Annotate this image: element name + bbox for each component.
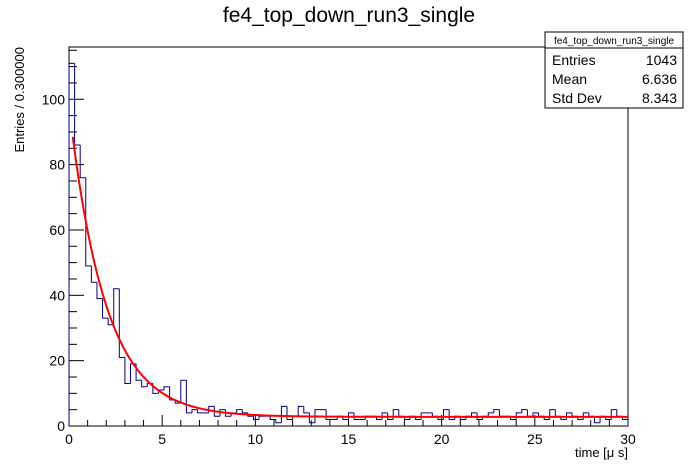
stats-entries-label: Entries xyxy=(552,52,596,68)
histogram-bin xyxy=(163,386,170,391)
fit-curve-group xyxy=(71,136,628,418)
histogram-bin xyxy=(141,380,148,388)
y-tick-label: 0 xyxy=(57,418,65,434)
stats-stddev-value: 8.343 xyxy=(642,90,677,106)
histogram-bin xyxy=(241,409,248,414)
histogram-bin xyxy=(197,409,204,414)
x-tick-label: 0 xyxy=(65,431,73,447)
stats-box: fe4_top_down_run3_single Entries 1043 Me… xyxy=(544,31,684,109)
histogram-bin xyxy=(353,412,360,420)
histogram-bin xyxy=(236,409,243,413)
x-tick-label: 15 xyxy=(341,431,357,447)
y-axis: 0 20 40 60 80 100 xyxy=(42,49,84,434)
histogram-bin xyxy=(185,380,192,414)
histogram-bin xyxy=(124,357,131,385)
histogram-bin xyxy=(593,416,601,424)
stats-mean-label: Mean xyxy=(552,71,587,87)
histogram-bin xyxy=(303,406,310,414)
y-tick-label: 20 xyxy=(49,353,65,369)
x-axis-label: time [μ s] xyxy=(575,445,628,460)
histogram-bin xyxy=(118,288,125,358)
histogram-bin xyxy=(90,265,97,283)
x-tick-label: 10 xyxy=(248,431,264,447)
x-tick-label: 30 xyxy=(620,431,636,447)
histogram-bin xyxy=(487,412,494,417)
y-axis-label: Entries / 0.300000 xyxy=(12,47,27,153)
histogram-bin xyxy=(286,406,293,420)
x-tick-label: 25 xyxy=(527,431,543,447)
histogram-bin xyxy=(521,409,528,413)
stats-stddev-label: Std Dev xyxy=(552,90,602,106)
stats-box-name: fe4_top_down_run3_single xyxy=(554,36,675,47)
histogram-bin xyxy=(297,405,304,417)
histogram-bin xyxy=(85,177,92,267)
histogram-bin xyxy=(448,409,455,420)
histogram-bin xyxy=(476,412,483,420)
histogram-bin xyxy=(325,409,332,420)
histogram-bin xyxy=(269,416,276,420)
histogram-bin xyxy=(96,282,103,300)
histogram-bin xyxy=(191,409,198,413)
histogram-bin xyxy=(252,416,260,420)
stats-box-frame xyxy=(544,31,684,109)
histogram-bin xyxy=(113,288,120,325)
stats-entries-value: 1043 xyxy=(646,52,677,68)
histogram-bin xyxy=(102,298,109,319)
histogram-bin xyxy=(107,318,114,326)
histogram-bin xyxy=(180,379,187,404)
y-tick-label: 40 xyxy=(49,287,65,303)
histogram-bin xyxy=(280,405,288,423)
stats-mean-value: 6.636 xyxy=(642,71,677,87)
histogram-bin xyxy=(79,145,86,179)
fit-curve xyxy=(71,136,628,418)
histogram-bin xyxy=(68,62,75,426)
histogram-bin xyxy=(532,412,539,417)
histogram-bin xyxy=(493,409,500,413)
y-tick-label: 100 xyxy=(42,91,66,107)
histogram-bin xyxy=(275,419,282,424)
histogram-bin xyxy=(470,412,478,417)
x-tick-label: 5 xyxy=(158,431,166,447)
histogram-bin xyxy=(314,409,321,423)
y-tick-label: 60 xyxy=(49,222,65,238)
histogram-bin xyxy=(387,412,394,420)
histogram-bin xyxy=(219,409,226,417)
chart-title: fe4_top_down_run3_single xyxy=(223,4,475,27)
histogram-bin xyxy=(213,406,220,417)
y-tick-label: 80 xyxy=(49,157,65,173)
x-tick-label: 20 xyxy=(434,431,450,447)
